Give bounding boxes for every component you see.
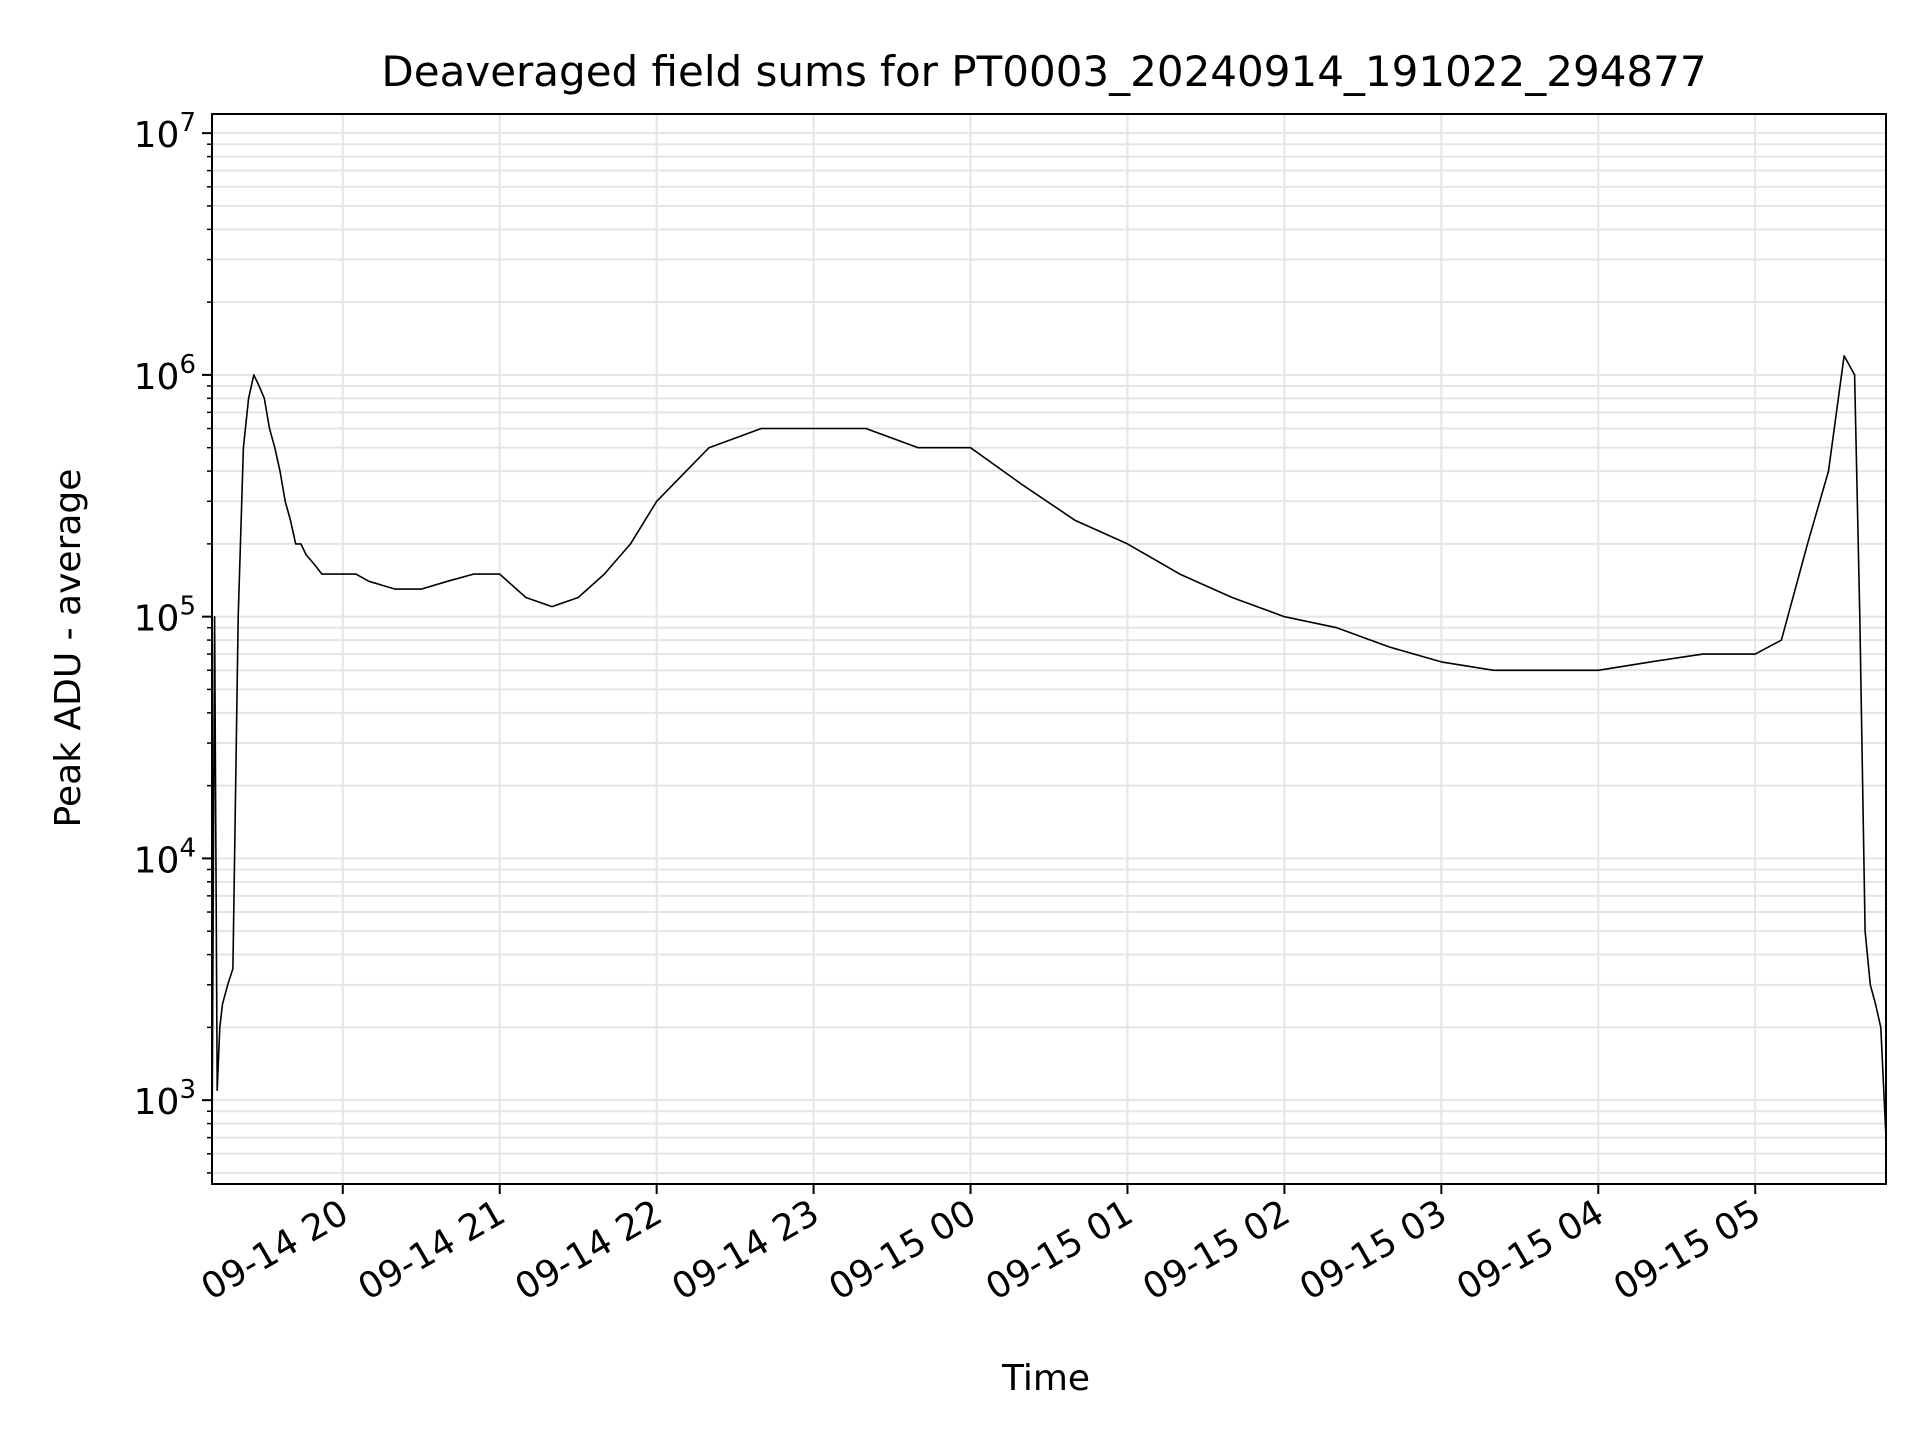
y-tick-label: 103: [134, 1075, 196, 1123]
x-tick-label: 09-15 03: [1293, 1192, 1454, 1308]
minor-gridlines: [212, 143, 1886, 1174]
y-tick-label: 105: [134, 592, 196, 640]
series-line: [211, 354, 1887, 1154]
x-tick-label: 09-15 01: [979, 1192, 1140, 1308]
y-axis-ticks: 103 104 105 106 107: [134, 108, 212, 1174]
x-tick-label: 09-15 05: [1607, 1192, 1768, 1308]
y-tick-label: 104: [134, 833, 196, 881]
x-tick-label: 09-14 21: [352, 1192, 513, 1308]
x-tick-label: 09-14 20: [195, 1192, 356, 1308]
y-tick-label: 106: [134, 350, 196, 398]
y-axis-label: Peak ADU - average: [48, 469, 89, 828]
x-axis-label: Time: [1001, 1358, 1090, 1399]
x-tick-label: 09-14 23: [665, 1192, 826, 1308]
x-tick-label: 09-14 22: [508, 1192, 669, 1308]
y-tick-label: 107: [134, 108, 196, 156]
axes-frame: [211, 113, 1887, 1185]
chart-title: Deaveraged field sums for PT0003_2024091…: [381, 47, 1706, 96]
x-tick-label: 09-15 00: [822, 1192, 983, 1308]
x-tick-label: 09-15 02: [1136, 1192, 1297, 1308]
x-tick-label: 09-15 04: [1450, 1192, 1611, 1308]
plot-area: [211, 354, 1887, 1154]
major-gridlines: [212, 114, 1886, 1184]
